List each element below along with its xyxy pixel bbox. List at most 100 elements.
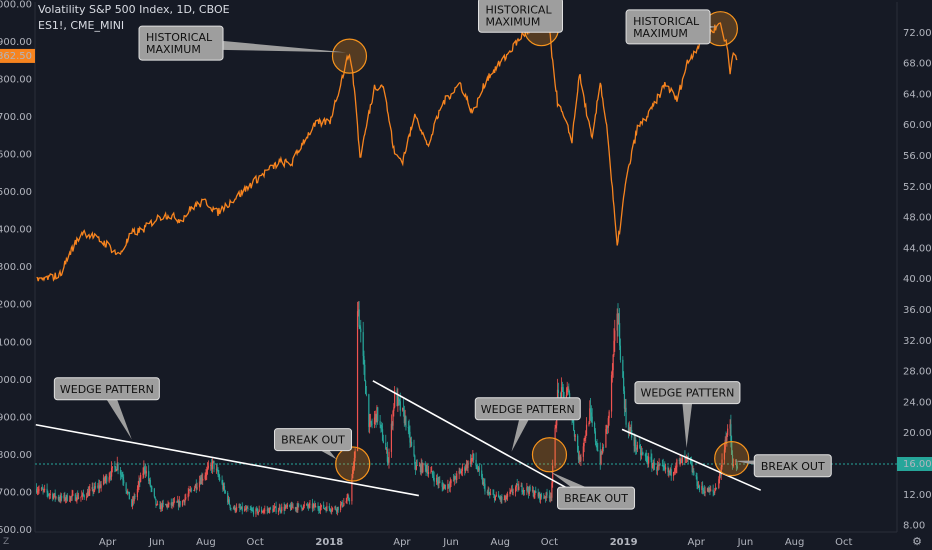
vix-candle-body bbox=[594, 431, 597, 442]
vix-candle-body bbox=[63, 495, 65, 499]
vix-candle-body bbox=[140, 475, 142, 483]
vix-candle-body bbox=[408, 427, 410, 432]
vix-candle-body bbox=[159, 504, 161, 510]
vix-candle-body bbox=[139, 480, 141, 483]
vix-candle-body bbox=[205, 475, 207, 476]
left-axis-tick-label: 2300.00 bbox=[0, 262, 32, 273]
vix-candle-body bbox=[81, 495, 83, 497]
vix-candle-body bbox=[268, 509, 270, 513]
vix-candle-body bbox=[616, 313, 618, 331]
vix-candle-body bbox=[693, 470, 695, 476]
vix-candle-body bbox=[712, 489, 714, 492]
vix-candle-body bbox=[187, 493, 189, 498]
vix-candle-body bbox=[145, 471, 147, 474]
vix-candle-body bbox=[410, 441, 412, 443]
vix-candle-body bbox=[331, 507, 334, 511]
vix-candle-body bbox=[710, 489, 712, 491]
callout-box bbox=[474, 397, 581, 421]
vix-candle-body bbox=[176, 501, 178, 503]
vix-candle-body bbox=[444, 484, 447, 489]
vix-candle-body bbox=[692, 470, 694, 472]
vix-candle-body bbox=[309, 503, 311, 505]
vix-candle-body bbox=[362, 332, 364, 356]
vix-candle-body bbox=[695, 475, 697, 477]
vix-candle-body bbox=[136, 488, 139, 498]
vix-candle-body bbox=[233, 506, 235, 509]
vix-candle-body bbox=[464, 467, 466, 471]
callout-box bbox=[138, 25, 224, 61]
vix-candle-body bbox=[343, 502, 345, 506]
vix-candle-body bbox=[379, 421, 381, 425]
vix-candle-body bbox=[41, 488, 43, 490]
vix-candle-body bbox=[735, 464, 737, 465]
vix-candle-body bbox=[165, 504, 167, 506]
vix-candle-body bbox=[469, 460, 472, 465]
timezone-icon[interactable]: Z bbox=[3, 537, 10, 547]
vix-candle-body bbox=[498, 497, 501, 499]
vix-candle-body bbox=[561, 387, 563, 388]
vix-candle-body bbox=[94, 486, 97, 488]
vix-candle-body bbox=[168, 502, 170, 505]
highlight-circle bbox=[331, 38, 368, 74]
vix-candle-body bbox=[144, 469, 147, 474]
vix-candle-body bbox=[475, 459, 477, 467]
vix-candle-body bbox=[382, 440, 384, 443]
vix-candle-body bbox=[115, 469, 118, 472]
right-axis-tick-label: 64.00 bbox=[903, 89, 932, 100]
vix-candle-body bbox=[624, 407, 626, 409]
vix-candle-body bbox=[353, 457, 355, 469]
vix-candle-body bbox=[438, 481, 440, 484]
vix-candle-body bbox=[648, 456, 650, 464]
right-axis-tick-label: 8.00 bbox=[903, 521, 925, 532]
vix-last-price-label: 16.00 bbox=[903, 459, 932, 470]
vix-candle-body bbox=[521, 485, 523, 493]
vix-candle-body bbox=[269, 507, 271, 513]
vix-candle-body bbox=[105, 476, 107, 480]
vix-candle-body bbox=[489, 493, 491, 495]
vix-candle-body bbox=[422, 463, 424, 473]
vix-candle-body bbox=[517, 484, 519, 491]
gear-icon[interactable]: ⚙ bbox=[912, 535, 922, 548]
vix-candle-body bbox=[104, 479, 106, 481]
vix-candle-body bbox=[704, 491, 706, 494]
vix-candle-body bbox=[69, 500, 71, 502]
vix-candle-body bbox=[318, 508, 320, 511]
vix-candle-body bbox=[523, 490, 525, 493]
vix-candle-body bbox=[402, 407, 405, 412]
vix-candle-body bbox=[272, 508, 274, 512]
vix-candle-body bbox=[494, 494, 496, 501]
vix-candle-body bbox=[240, 508, 242, 510]
callout-box bbox=[634, 381, 741, 405]
vix-candle-body bbox=[122, 476, 124, 481]
vix-candle-body bbox=[526, 487, 528, 491]
vix-candle-body bbox=[686, 456, 688, 458]
vix-candle-body bbox=[133, 496, 135, 502]
vix-candle-body bbox=[674, 469, 676, 472]
vix-candle-body bbox=[48, 494, 51, 496]
vix-candle-body bbox=[218, 474, 220, 478]
vix-candle-body bbox=[727, 428, 729, 435]
vix-candle-body bbox=[324, 508, 326, 510]
x-axis-tick-label: Oct bbox=[246, 537, 263, 548]
vix-candle-body bbox=[303, 504, 305, 506]
vix-candle-body bbox=[211, 461, 213, 470]
right-axis-tick-label: 32.00 bbox=[903, 336, 932, 347]
vix-candle-body bbox=[290, 506, 292, 510]
vix-candle-body bbox=[244, 508, 246, 511]
vix-candle-body bbox=[356, 311, 359, 452]
vix-candle-body bbox=[195, 484, 197, 489]
vix-candle-body bbox=[375, 414, 377, 423]
vix-candle-body bbox=[298, 504, 300, 506]
vix-candle-body bbox=[281, 506, 283, 512]
vix-candle-body bbox=[249, 509, 251, 510]
vix-candle-body bbox=[435, 478, 438, 482]
vix-candle-body bbox=[100, 484, 102, 488]
vix-candle-body bbox=[126, 490, 128, 494]
vix-candle-body bbox=[635, 439, 637, 450]
vix-candle-body bbox=[296, 507, 298, 511]
vix-candle-body bbox=[40, 488, 43, 490]
vix-candle-body bbox=[552, 465, 554, 484]
vix-candle-body bbox=[257, 511, 259, 514]
